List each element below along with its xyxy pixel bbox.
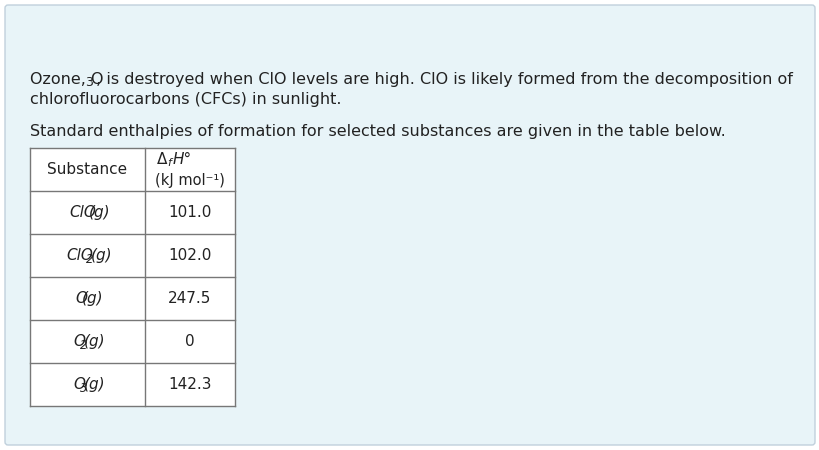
Text: chlorofluorocarbons (CFCs) in sunlight.: chlorofluorocarbons (CFCs) in sunlight. bbox=[30, 92, 341, 107]
Text: O: O bbox=[73, 334, 85, 349]
Text: Δ: Δ bbox=[156, 152, 167, 167]
Text: Ozone, O: Ozone, O bbox=[30, 72, 103, 87]
Text: 3: 3 bbox=[85, 76, 93, 89]
Text: 2: 2 bbox=[79, 339, 87, 352]
Text: 3: 3 bbox=[79, 382, 87, 395]
Text: (g): (g) bbox=[88, 205, 110, 220]
Text: ClO: ClO bbox=[69, 205, 96, 220]
Text: (kJ mol⁻¹): (kJ mol⁻¹) bbox=[155, 173, 224, 188]
Text: ClO: ClO bbox=[66, 248, 93, 263]
Text: 102.0: 102.0 bbox=[168, 248, 211, 263]
Text: O: O bbox=[73, 377, 85, 392]
Text: 0: 0 bbox=[185, 334, 195, 349]
Text: Substance: Substance bbox=[48, 162, 128, 177]
Text: H°: H° bbox=[173, 152, 192, 167]
Bar bbox=[30, 148, 235, 406]
Text: 2: 2 bbox=[86, 253, 93, 266]
Text: , is destroyed when ClO levels are high. ClO is likely formed from the decomposi: , is destroyed when ClO levels are high.… bbox=[91, 72, 792, 87]
Text: 247.5: 247.5 bbox=[168, 291, 211, 306]
Text: (g): (g) bbox=[82, 291, 103, 306]
Text: (g): (g) bbox=[84, 377, 106, 392]
Text: Standard enthalpies of formation for selected substances are given in the table : Standard enthalpies of formation for sel… bbox=[30, 124, 725, 139]
Text: (g): (g) bbox=[84, 334, 106, 349]
Text: 101.0: 101.0 bbox=[168, 205, 211, 220]
Text: f: f bbox=[167, 158, 170, 168]
FancyBboxPatch shape bbox=[5, 5, 814, 445]
Text: O: O bbox=[75, 291, 88, 306]
Text: 142.3: 142.3 bbox=[168, 377, 211, 392]
Text: (g): (g) bbox=[91, 248, 112, 263]
